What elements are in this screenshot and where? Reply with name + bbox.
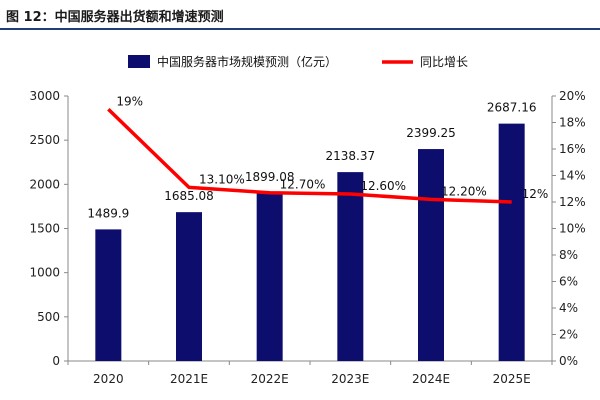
bar-value-label: 2138.37 — [326, 149, 376, 163]
y-right-tick-label: 4% — [559, 301, 578, 315]
y-left-tick-label: 2000 — [29, 177, 60, 191]
bar-value-label: 1489.9 — [87, 206, 129, 220]
legend-bar-label: 中国服务器市场规模预测（亿元） — [157, 54, 337, 69]
x-tick-label: 2024E — [412, 372, 450, 386]
figure-title: 图 12：中国服务器出货额和增速预测 — [6, 10, 224, 25]
y-left-tick-label: 1500 — [29, 222, 60, 236]
y-right-tick-label: 10% — [559, 222, 586, 236]
title-divider — [0, 28, 600, 30]
bar-value-label: 1685.08 — [164, 189, 214, 203]
x-tick-label: 2021E — [170, 372, 208, 386]
y-left-tick-label: 2500 — [29, 133, 60, 147]
x-tick-label: 2025E — [493, 372, 531, 386]
y-right-tick-label: 0% — [559, 354, 578, 368]
line-value-label: 12.70% — [280, 178, 326, 192]
x-tick-label: 2020 — [93, 372, 124, 386]
y-left-tick-label: 3000 — [29, 89, 60, 103]
y-left-tick-label: 0 — [52, 354, 60, 368]
x-tick-label: 2023E — [331, 372, 369, 386]
line-value-label: 12% — [522, 187, 549, 201]
bar — [95, 229, 122, 361]
y-left-tick-label: 500 — [37, 310, 60, 324]
x-tick-label: 2022E — [251, 372, 289, 386]
bar — [256, 193, 283, 361]
axes: 0 500 1000 1500 2000 2500 3000 0% 2% 4% 6% 8% 10% 12%… — [29, 89, 585, 386]
line-value-label: 13.10% — [199, 172, 245, 186]
line-value-label: 12.20% — [441, 184, 487, 198]
bar — [337, 172, 364, 361]
y-right-tick-label: 6% — [559, 275, 578, 289]
bar — [418, 149, 444, 361]
y-left-tick-label: 1000 — [29, 266, 60, 280]
legend: 中国服务器市场规模预测（亿元） 同比增长 — [128, 54, 468, 69]
y-right-tick-label: 12% — [559, 195, 586, 209]
bar-series — [95, 123, 525, 361]
y-right-tick-label: 20% — [559, 89, 586, 103]
y-right-tick-label: 2% — [559, 328, 578, 342]
y-right-tick-label: 14% — [559, 169, 586, 183]
legend-bar-swatch — [128, 55, 150, 68]
bar-value-label: 2399.25 — [406, 126, 456, 140]
y-right-tick-label: 16% — [559, 142, 586, 156]
y-right-tick-label: 8% — [559, 248, 578, 262]
y-right-tick-label: 18% — [559, 116, 586, 130]
line-value-label: 19% — [116, 94, 143, 108]
bar-value-label: 2687.16 — [487, 101, 537, 115]
legend-line-label: 同比增长 — [420, 55, 468, 69]
data-labels: 1489.9 1685.08 1899.08 2138.37 2399.25 2687.1… — [87, 94, 548, 220]
growth-line — [107, 107, 512, 204]
bar-value-label: 1899.08 — [245, 170, 295, 184]
line-series — [107, 107, 512, 204]
bar — [498, 123, 525, 361]
bar — [176, 212, 202, 361]
line-value-label: 12.60% — [360, 179, 406, 193]
